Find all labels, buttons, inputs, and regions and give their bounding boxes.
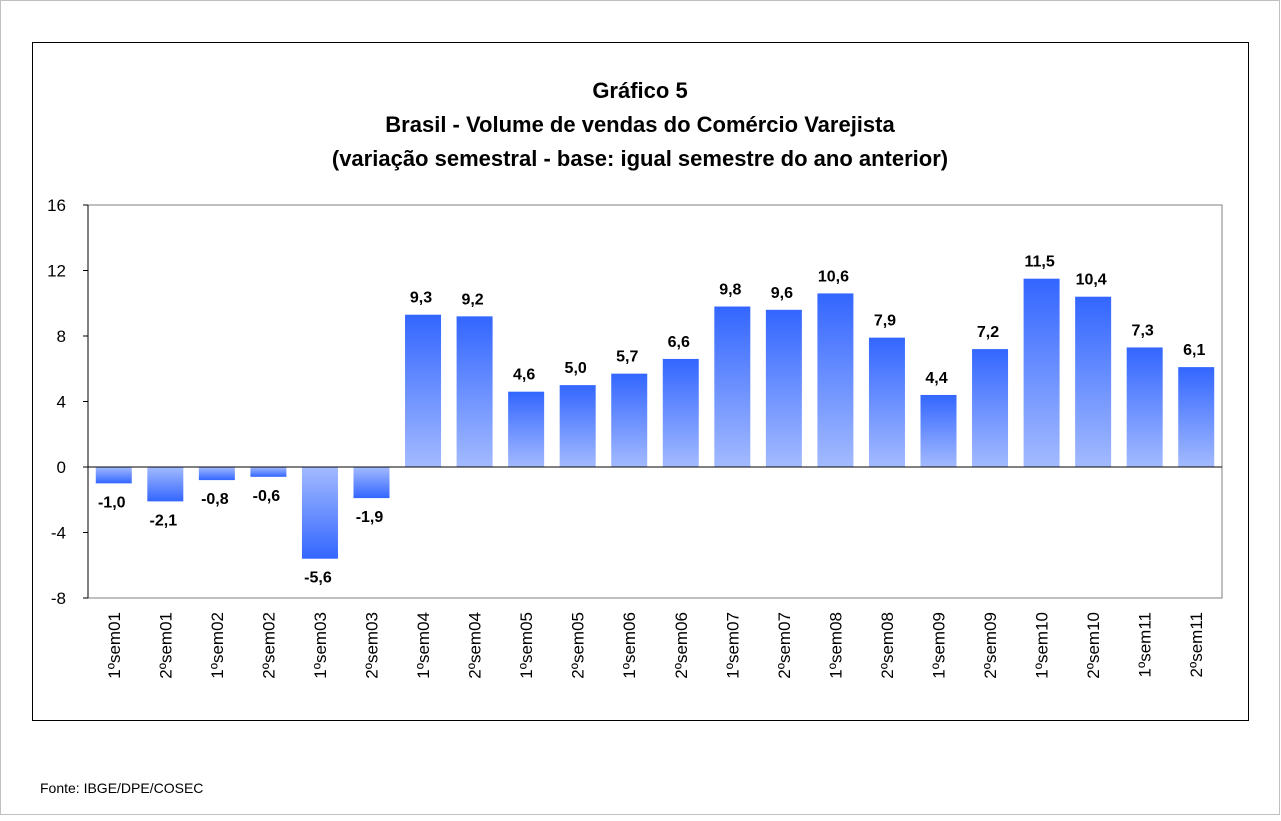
x-tick-label: 1ºsem06 [620,612,639,679]
y-tick-label: 0 [57,458,66,477]
x-tick-label: 1ºsem11 [1136,612,1155,677]
y-tick-label: -8 [51,589,66,608]
bar [456,316,493,467]
x-tick-label: 1ºsem01 [105,612,124,679]
chart-title: Gráfico 5 [592,78,687,103]
data-label: 5,7 [616,349,638,366]
data-label: -0,6 [253,488,281,505]
x-tick-label: 1ºsem09 [930,612,949,679]
x-tick-label: 2ºsem03 [363,612,382,679]
bar [559,385,596,467]
data-label: 7,3 [1132,322,1154,339]
x-tick-label: 1ºsem07 [723,612,742,679]
bar [508,391,545,467]
data-label: 7,9 [874,313,896,330]
data-label: 9,8 [719,282,741,299]
data-label: -1,9 [356,509,384,526]
x-tick-label: 1ºsem04 [414,612,433,679]
data-label: 10,4 [1076,272,1107,289]
x-tick-label: 2ºsem11 [1187,612,1206,677]
data-label: 11,5 [1024,254,1054,271]
bar [1023,278,1060,467]
data-label: 5,0 [565,360,587,377]
bar [765,309,802,467]
bar [1178,367,1215,467]
bar [301,467,338,559]
bar [405,314,442,467]
y-tick-label: -4 [51,524,66,543]
data-label: -0,8 [201,491,229,508]
bar [353,467,390,499]
data-label: 7,2 [977,324,999,341]
bar [1075,296,1112,467]
chart-title: (variação semestral - base: igual semest… [332,146,948,171]
x-tick-label: 1ºsem02 [208,612,227,679]
x-tick-label: 2ºsem09 [981,612,1000,679]
bar [972,349,1009,467]
data-label: 4,4 [925,370,947,387]
data-label: -1,0 [98,494,126,511]
x-tick-label: 2ºsem05 [569,612,588,679]
data-label: 9,3 [410,290,432,307]
x-tick-label: 2ºsem06 [672,612,691,679]
x-tick-label: 1ºsem03 [311,612,330,679]
bar [95,467,132,484]
x-tick-label: 2ºsem07 [775,612,794,679]
bar [250,467,287,477]
x-tick-label: 1ºsem05 [517,612,536,679]
bar [611,373,648,467]
x-tick-label: 2ºsem02 [259,612,278,679]
bar [920,394,957,467]
x-tick-label: 2ºsem08 [878,612,897,679]
x-tick-label: 2ºsem10 [1084,612,1103,679]
bar [198,467,235,481]
bar [868,337,905,467]
chart-title: Brasil - Volume de vendas do Comércio Va… [385,112,895,137]
data-label: 10,6 [818,268,849,285]
x-tick-label: 1ºsem10 [1033,612,1052,679]
data-label: 9,2 [461,291,483,308]
data-label: 6,1 [1183,342,1205,359]
y-tick-label: 16 [47,196,66,215]
x-tick-label: 1ºsem08 [826,612,845,679]
data-label: -2,1 [150,512,178,529]
y-tick-label: 4 [57,393,66,412]
bar [662,358,699,467]
bar [147,467,184,502]
data-label: -5,6 [304,570,332,587]
source: Fonte: IBGE/DPE/COSEC [40,780,203,796]
bar [714,306,751,467]
bar [817,293,854,467]
data-label: 6,6 [668,334,690,351]
x-tick-label: 2ºsem04 [466,612,485,679]
y-tick-label: 8 [57,327,66,346]
y-tick-label: 12 [47,262,66,281]
x-tick-label: 2ºsem01 [156,612,175,679]
data-label: 9,6 [771,285,793,302]
data-label: 4,6 [513,367,535,384]
bar [1126,347,1163,467]
